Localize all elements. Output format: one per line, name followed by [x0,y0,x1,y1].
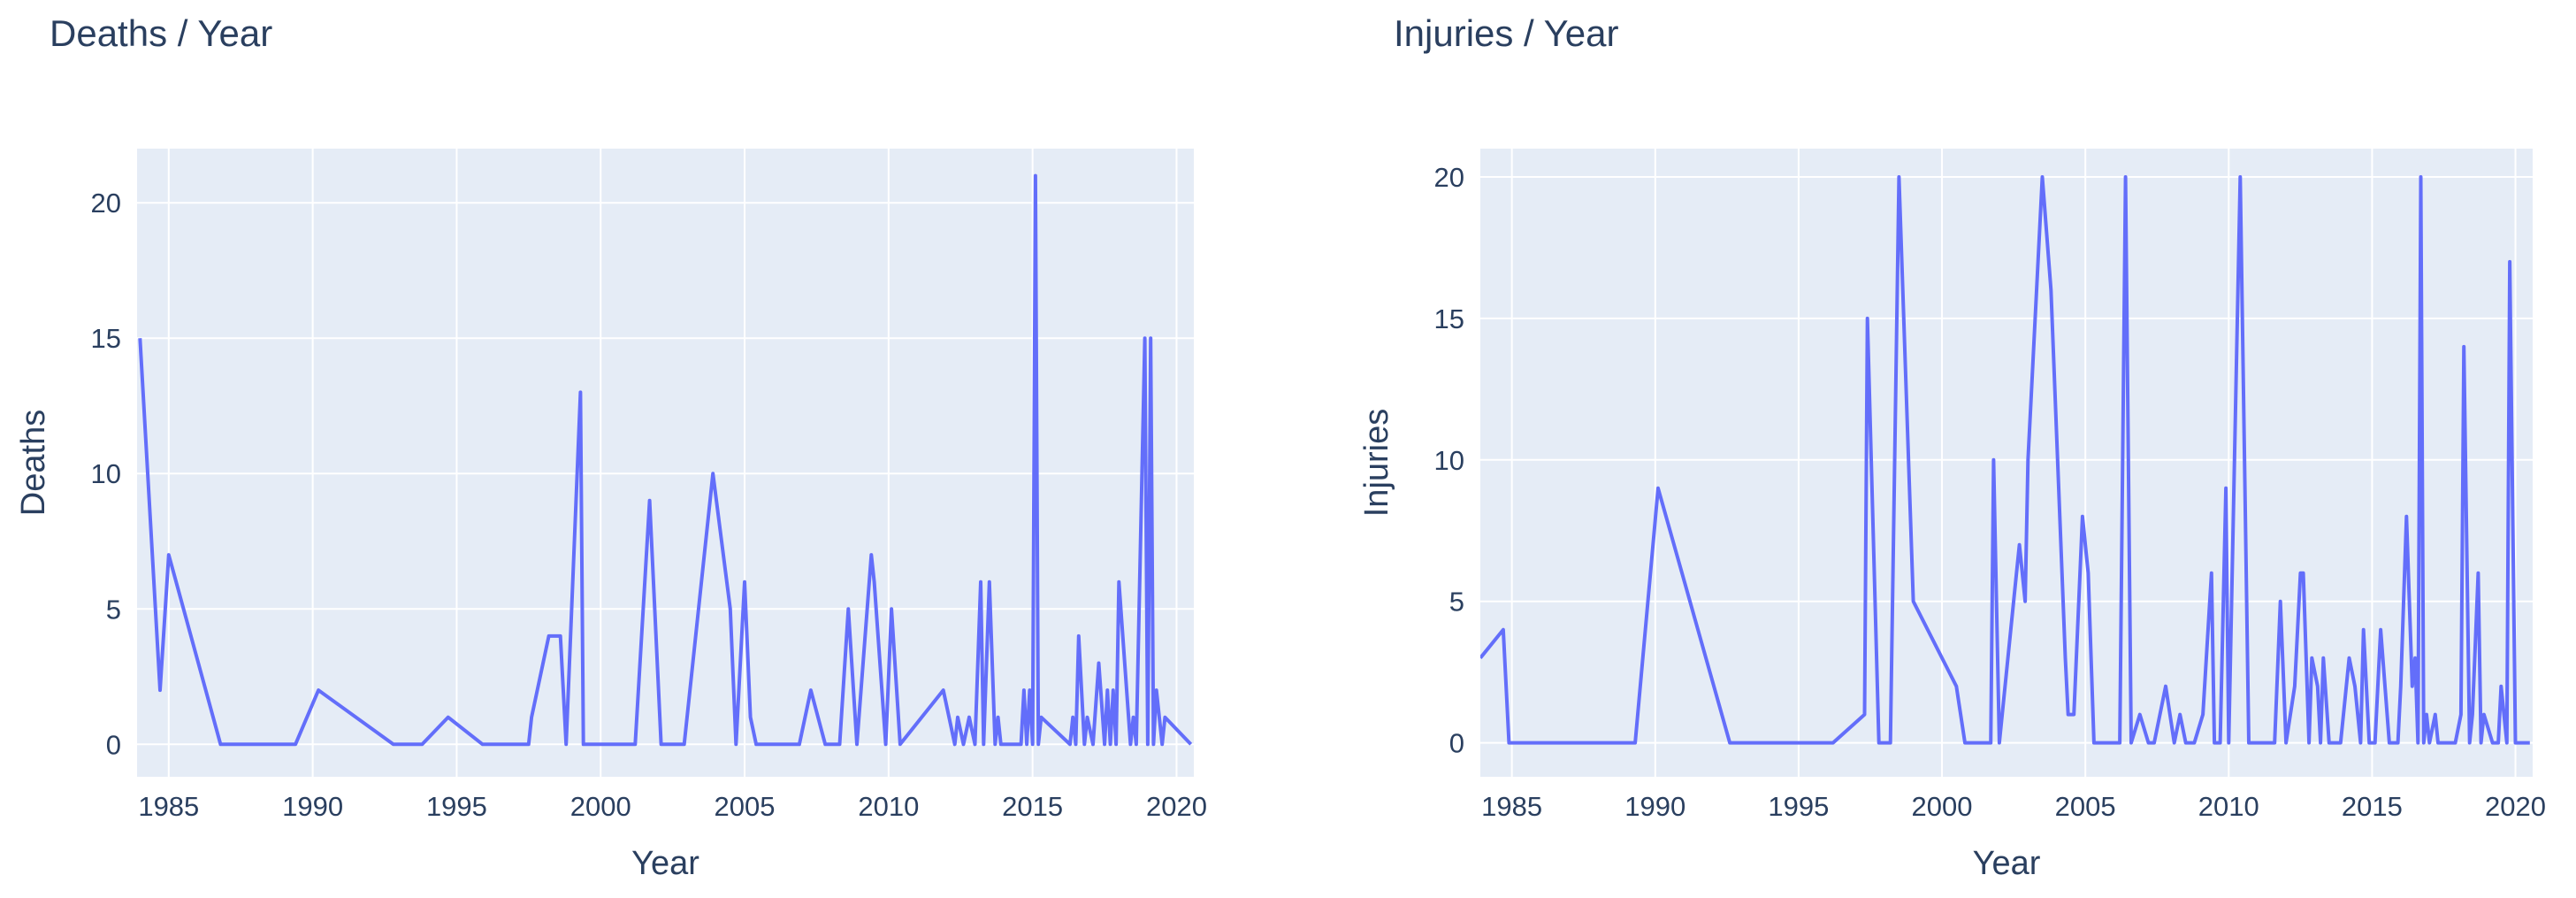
x-tick-label: 1995 [1768,791,1829,822]
y-tick-labels: 0 5 10 15 20 [91,188,121,760]
deaths-chart: Deaths / Year 1985 1990 1995 2000 2005 2010 20… [0,0,1288,898]
x-tick-label: 2010 [858,791,919,822]
x-tick-label: 2000 [1912,791,1973,822]
x-tick-label: 2005 [2055,791,2116,822]
series-line [138,173,1193,747]
x-tick-label: 2015 [1002,791,1063,822]
y-tick-label: 5 [1449,587,1464,618]
y-tick-label: 10 [91,458,121,489]
grid-lines [1480,149,2533,777]
chart-title: Injuries / Year [1394,12,1619,54]
y-tick-label: 0 [1449,728,1464,759]
y-tick-label: 15 [91,323,121,354]
x-tick-label: 1995 [426,791,487,822]
y-tick-labels: 0 5 10 15 20 [1434,162,1464,759]
y-tick-label: 20 [1434,162,1464,193]
x-tick-label: 1985 [138,791,199,822]
y-tick-label: 20 [91,188,121,219]
y-tick-label: 15 [1434,303,1464,334]
x-tick-label: 2010 [2198,791,2259,822]
x-tick-label: 2005 [715,791,776,822]
injuries-chart: Injuries / Year 1985 1990 1995 2000 2005 2010… [1288,0,2576,898]
y-axis-title: Injuries [1358,409,1395,518]
x-tick-label: 2020 [2485,791,2546,822]
x-tick-label: 1990 [282,791,343,822]
y-tick-label: 5 [106,594,121,625]
x-tick-label: 2015 [2342,791,2403,822]
x-tick-labels: 1985 1990 1995 2000 2005 2010 2015 2020 [1481,791,2546,822]
y-tick-label: 0 [106,729,121,760]
y-tick-label: 10 [1434,445,1464,476]
x-tick-labels: 1985 1990 1995 2000 2005 2010 2015 2020 [138,791,1207,822]
x-tick-label: 1985 [1481,791,1542,822]
x-tick-label: 2000 [570,791,631,822]
chart-title: Deaths / Year [50,12,273,54]
y-axis-title: Deaths [15,410,52,516]
x-tick-label: 1990 [1624,791,1685,822]
series-line [1480,175,2530,745]
deaths-plot[interactable]: 1985 1990 1995 2000 2005 2010 2015 2020 0 5 10 15 20… [0,0,1288,898]
x-axis-title: Year [1973,845,2041,882]
x-tick-label: 2020 [1146,791,1207,822]
injuries-plot[interactable]: 1985 1990 1995 2000 2005 2010 2015 2020 0 5 10 15 20… [1288,0,2576,898]
x-axis-title: Year [631,845,699,882]
